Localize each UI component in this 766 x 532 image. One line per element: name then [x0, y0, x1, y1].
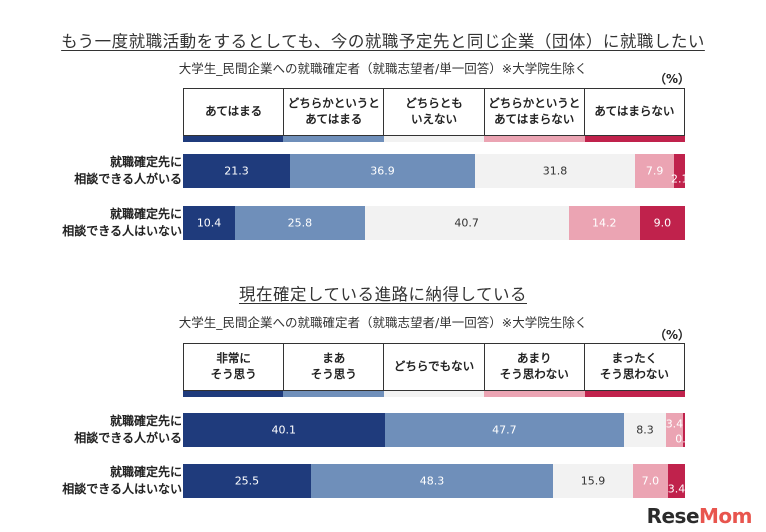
value-label: 15.9: [580, 474, 606, 488]
legend-item: どちらとも いえない: [383, 89, 483, 135]
value-label: 40.7: [454, 216, 479, 230]
bar-segment: [624, 413, 666, 447]
value-label: 25.5: [234, 474, 260, 488]
bar-segment: [639, 206, 685, 240]
legend-swatch: [183, 391, 284, 397]
value-label: 8.3: [636, 423, 654, 437]
bar-segment: [235, 206, 365, 240]
legend-item: どちらでもない: [383, 344, 483, 390]
legend-item: あてはまらない: [583, 89, 684, 135]
legend: 非常に そう思う まあ そう思う どちらでもない あまり そう思わない まったく…: [183, 343, 685, 391]
value-label: 7.0: [641, 474, 660, 488]
bar-segment: [682, 413, 685, 447]
chart-subtitle: 大学生_民間企業への就職確定者（就職志望者/単一回答）※大学院生除く: [178, 61, 588, 76]
bar-segment: [364, 206, 569, 240]
stacked-bar: 40.1 47.7 8.3 3.4 0.4: [183, 413, 693, 447]
bar-segment: [475, 154, 635, 188]
bar-segment: [553, 464, 633, 498]
value-label: 36.9: [370, 164, 395, 178]
unit-label: （%）: [654, 72, 691, 86]
legend-swatch: [584, 391, 686, 397]
value-label: 0.4: [675, 432, 693, 446]
value-label: 14.2: [592, 216, 617, 230]
value-label: 9.0: [653, 216, 672, 230]
legend-swatch: [183, 136, 284, 142]
watermark-logo: ReseMom: [646, 504, 753, 528]
bar-segment: [310, 464, 554, 498]
value-label: 2.1: [670, 172, 689, 186]
legend-swatch: [283, 136, 384, 142]
legend: あてはまる どちらかというと あてはまる どちらとも いえない どちらかというと…: [183, 88, 685, 136]
legend-item: どちらかというと あてはまらない: [483, 89, 584, 135]
row-label: 就職確定先に 相談できる人がいる: [74, 414, 182, 445]
bar-segment: [568, 206, 640, 240]
bar-segment: [183, 464, 311, 498]
row-label: 就職確定先に 相談できる人はいない: [62, 207, 182, 238]
legend-swatch: [484, 391, 585, 397]
value-label: 47.7: [492, 423, 517, 437]
unit-label: （%）: [654, 328, 691, 342]
bar-segment: [289, 154, 476, 188]
value-label: 48.3: [419, 474, 445, 488]
bar-segment: [183, 154, 290, 188]
bar-segment: [384, 413, 625, 447]
legend-swatch: [383, 136, 485, 142]
value-label: 31.8: [542, 164, 568, 178]
chart-title: もう一度就職活動をするとしても、今の就職予定先と同じ企業（団体）に就職したい: [61, 32, 705, 51]
legend-swatch: [283, 391, 384, 397]
legend-item: まったく そう思わない: [583, 344, 684, 390]
row-label: 就職確定先に 相談できる人がいる: [74, 155, 182, 186]
legend-item: あてはまる: [205, 104, 263, 119]
bar-segment: [674, 154, 685, 188]
bar-segment: [665, 413, 683, 447]
bar-segment: [183, 413, 385, 447]
bar-segment: [632, 464, 668, 498]
value-label: 7.9: [645, 164, 664, 178]
legend-swatch: [484, 136, 585, 142]
legend-item: 非常に そう思う: [210, 351, 257, 381]
bar-segment: [183, 206, 236, 240]
value-label: 21.3: [224, 164, 249, 178]
stacked-bar: 10.4 25.8 40.7 14.2 9.0: [183, 206, 685, 240]
row-label: 就職確定先に 相談できる人はいない: [62, 465, 182, 496]
stacked-bar: 25.5 48.3 15.9 7.0 3.4: [183, 464, 685, 498]
value-label: 3.4: [667, 482, 686, 496]
legend-item: あまり そう思わない: [483, 344, 584, 390]
value-label: 10.4: [196, 216, 222, 230]
value-label: 40.1: [271, 423, 297, 437]
legend-item: まあ そう思う: [283, 344, 383, 390]
chart-subtitle: 大学生_民間企業への就職確定者（就職志望者/単一回答）※大学院生除く: [178, 315, 588, 330]
legend-swatch: [584, 136, 686, 142]
value-label: 3.4: [665, 417, 684, 431]
bar-segment: [634, 154, 675, 188]
stacked-bar: 21.3 36.9 31.8 7.9 2.1: [183, 154, 688, 188]
legend-swatch: [383, 391, 485, 397]
value-label: 25.8: [287, 216, 313, 230]
legend-item: どちらかというと あてはまる: [283, 89, 383, 135]
legend-swatches: [183, 391, 686, 397]
legend-swatches: [183, 136, 686, 142]
chart-title: 現在確定している進路に納得している: [238, 285, 527, 304]
bar-segment: [667, 464, 685, 498]
